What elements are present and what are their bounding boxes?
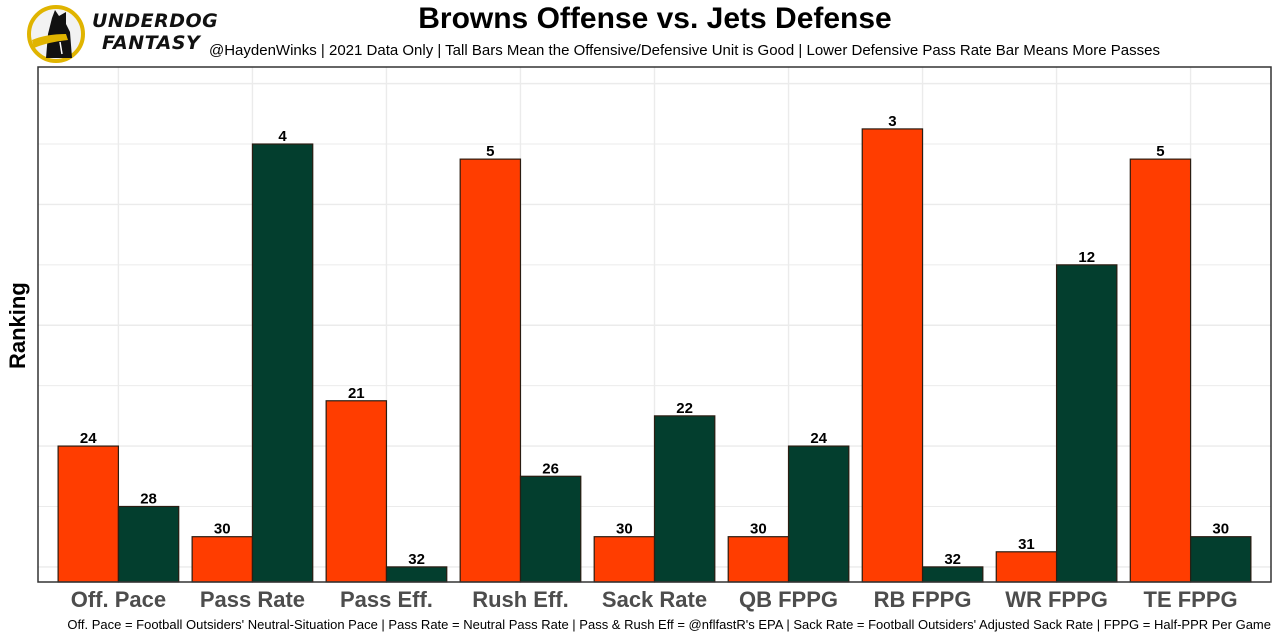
underdog-logo-icon — [27, 5, 85, 63]
x-tick-label: Sack Rate — [602, 587, 707, 612]
bar-offense — [727, 536, 790, 583]
data-label: 32 — [408, 551, 425, 568]
x-tick-label: RB FPPG — [874, 587, 972, 612]
brand-wordmark: UNDERDOG FANTASY — [92, 10, 218, 54]
data-label: 24 — [80, 430, 97, 447]
data-label: 30 — [750, 521, 767, 538]
data-label: 5 — [1156, 143, 1164, 160]
x-tick-label: Rush Eff. — [472, 587, 569, 612]
x-tick-label: Off. Pace — [71, 587, 166, 612]
x-axis-tick-labels: Off. Pace Pass Rate Pass Eff. Rush Eff. Sack… — [71, 587, 1238, 612]
brand-line-2: FANTASY — [102, 32, 201, 54]
bar-offense — [1129, 158, 1192, 583]
data-label: 21 — [348, 385, 365, 402]
bar-defense — [787, 445, 850, 583]
bar-defense — [1055, 264, 1118, 583]
bar-defense — [921, 566, 984, 583]
data-labels: 24 30 21 5 30 30 3 31 5 28 4 32 26 22 24 32 12 30 — [80, 113, 1229, 568]
x-tick-label: TE FPPG — [1144, 587, 1238, 612]
data-label: 22 — [676, 400, 693, 417]
data-label: 4 — [278, 128, 287, 145]
data-label: 3 — [888, 113, 896, 130]
bar-offense — [593, 536, 656, 583]
data-label: 30 — [1212, 521, 1229, 538]
chart-subtitle: @HaydenWinks | 2021 Data Only | Tall Bar… — [209, 42, 1160, 59]
data-label: 30 — [214, 521, 231, 538]
data-label: 26 — [542, 460, 559, 477]
data-label: 24 — [810, 430, 827, 447]
data-label: 5 — [486, 143, 494, 160]
bar-offense — [325, 400, 388, 583]
bar-offense — [57, 445, 120, 583]
chart-caption: Off. Pace = Football Outsiders' Neutral-… — [67, 617, 1271, 632]
x-tick-label: WR FPPG — [1005, 587, 1108, 612]
x-tick-label: Pass Rate — [200, 587, 305, 612]
bar-defense — [385, 566, 448, 583]
bar-defense — [251, 143, 314, 583]
bar-defense — [653, 415, 716, 583]
bar-offense — [861, 128, 924, 583]
bar-defense — [117, 505, 180, 583]
bar-offense — [995, 551, 1058, 583]
bar-defense — [519, 475, 582, 583]
data-label: 28 — [140, 490, 157, 507]
chart-title: Browns Offense vs. Jets Defense — [418, 2, 892, 35]
bars — [57, 128, 1252, 583]
x-tick-label: Pass Eff. — [340, 587, 433, 612]
x-tick-label: QB FPPG — [739, 587, 838, 612]
data-label: 30 — [616, 521, 633, 538]
bar-defense — [1189, 536, 1252, 583]
data-label: 31 — [1018, 536, 1035, 553]
data-label: 32 — [944, 551, 961, 568]
panel-border — [37, 66, 1272, 583]
brand-line-1: UNDERDOG — [92, 10, 219, 32]
data-label: 12 — [1078, 249, 1095, 266]
bar-offense — [459, 158, 522, 583]
bar-offense — [191, 536, 254, 583]
